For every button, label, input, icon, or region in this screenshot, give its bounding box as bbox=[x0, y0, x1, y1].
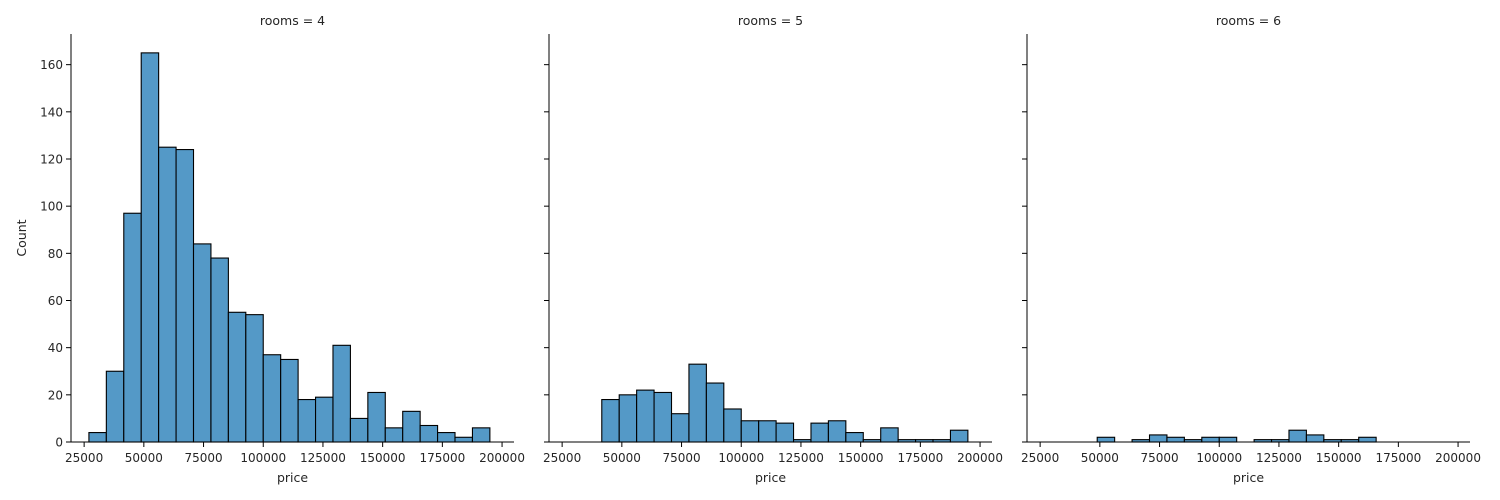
histogram-bar bbox=[880, 427, 899, 443]
histogram-bar bbox=[314, 396, 334, 443]
y-tick-label: 120 bbox=[40, 152, 63, 166]
histogram-bar bbox=[723, 408, 742, 443]
histogram-bar bbox=[827, 420, 847, 443]
histogram-bar bbox=[601, 398, 620, 443]
y-tick-label: 140 bbox=[40, 105, 63, 119]
y-axis-label: Count bbox=[14, 219, 29, 256]
histogram-bar bbox=[1358, 436, 1377, 443]
facet-title: rooms = 4 bbox=[260, 13, 325, 28]
x-tick-label: 125000 bbox=[1256, 451, 1302, 465]
x-tick-label: 175000 bbox=[897, 451, 943, 465]
x-tick-label: 150000 bbox=[1316, 451, 1362, 465]
histogram-bar bbox=[688, 363, 707, 443]
y-tick-label: 60 bbox=[48, 294, 63, 308]
x-tick-label: 200000 bbox=[1435, 451, 1481, 465]
histogram-bar bbox=[670, 413, 690, 443]
histogram-bar bbox=[384, 427, 404, 443]
histogram-bar bbox=[949, 429, 969, 443]
histogram-bar bbox=[227, 311, 247, 443]
y-tick-label: 100 bbox=[40, 200, 63, 214]
histogram-bar bbox=[740, 420, 760, 443]
x-tick-label: 50000 bbox=[125, 451, 163, 465]
histogram-bar bbox=[636, 389, 655, 443]
x-tick-label: 125000 bbox=[300, 451, 346, 465]
x-axis-label: price bbox=[755, 470, 786, 485]
x-tick-label: 200000 bbox=[957, 451, 1003, 465]
histogram-bar bbox=[123, 212, 142, 443]
x-axis-label: price bbox=[277, 470, 308, 485]
histogram-bar bbox=[297, 398, 317, 443]
histogram-bar bbox=[175, 149, 195, 443]
x-tick-label: 75000 bbox=[184, 451, 222, 465]
histogram-bar bbox=[105, 370, 125, 443]
histogram-bar bbox=[437, 432, 456, 443]
y-tick-label: 0 bbox=[55, 436, 63, 450]
histogram-bar bbox=[88, 432, 107, 443]
histogram-bar bbox=[1148, 434, 1168, 443]
histogram-bar bbox=[280, 358, 299, 443]
histogram-bar bbox=[1166, 436, 1185, 443]
histogram-bar bbox=[349, 417, 369, 443]
histogram-bar bbox=[367, 391, 386, 443]
facet-title: rooms = 6 bbox=[1216, 13, 1281, 28]
histogram-bar bbox=[810, 422, 829, 443]
facet-title: rooms = 5 bbox=[738, 13, 803, 28]
x-tick-label: 200000 bbox=[479, 451, 525, 465]
histogram-bar bbox=[402, 410, 421, 443]
histogram-bar bbox=[775, 422, 795, 443]
histogram-bar bbox=[419, 424, 439, 443]
histogram-bar bbox=[210, 257, 229, 443]
y-tick-label: 160 bbox=[40, 58, 63, 72]
histogram-bar bbox=[1305, 434, 1325, 443]
histogram-bar bbox=[1218, 436, 1238, 443]
histogram-bar bbox=[653, 391, 673, 443]
histogram-bar bbox=[1201, 436, 1220, 443]
x-tick-label: 25000 bbox=[65, 451, 103, 465]
histogram-bar bbox=[618, 394, 638, 443]
histogram-bar bbox=[758, 420, 777, 443]
x-tick-label: 150000 bbox=[838, 451, 884, 465]
histogram-bar bbox=[1288, 429, 1307, 443]
histogram-bar bbox=[454, 436, 473, 443]
histogram-bar bbox=[140, 52, 160, 443]
x-tick-label: 150000 bbox=[360, 451, 406, 465]
x-tick-label: 100000 bbox=[1196, 451, 1242, 465]
x-tick-label: 100000 bbox=[718, 451, 764, 465]
x-tick-label: 75000 bbox=[662, 451, 700, 465]
histogram-bar bbox=[245, 314, 264, 443]
x-tick-label: 175000 bbox=[419, 451, 465, 465]
x-axis-label: price bbox=[1233, 470, 1264, 485]
y-tick-label: 40 bbox=[48, 341, 63, 355]
y-tick-label: 20 bbox=[48, 388, 63, 402]
histogram-bar bbox=[332, 344, 351, 443]
histogram-bar bbox=[192, 243, 212, 443]
histogram-bar bbox=[705, 382, 725, 443]
x-tick-label: 50000 bbox=[1081, 451, 1119, 465]
y-tick-label: 80 bbox=[48, 247, 63, 261]
histogram-bar bbox=[845, 432, 864, 443]
x-tick-label: 175000 bbox=[1375, 451, 1421, 465]
x-tick-label: 25000 bbox=[543, 451, 581, 465]
histogram-bar bbox=[158, 146, 177, 443]
x-tick-label: 50000 bbox=[603, 451, 641, 465]
x-tick-label: 100000 bbox=[240, 451, 286, 465]
x-tick-label: 125000 bbox=[778, 451, 824, 465]
x-tick-label: 75000 bbox=[1140, 451, 1178, 465]
histogram-bar bbox=[262, 354, 282, 443]
histogram-bar bbox=[1096, 436, 1116, 443]
histogram-bar bbox=[471, 427, 491, 443]
x-tick-label: 25000 bbox=[1021, 451, 1059, 465]
